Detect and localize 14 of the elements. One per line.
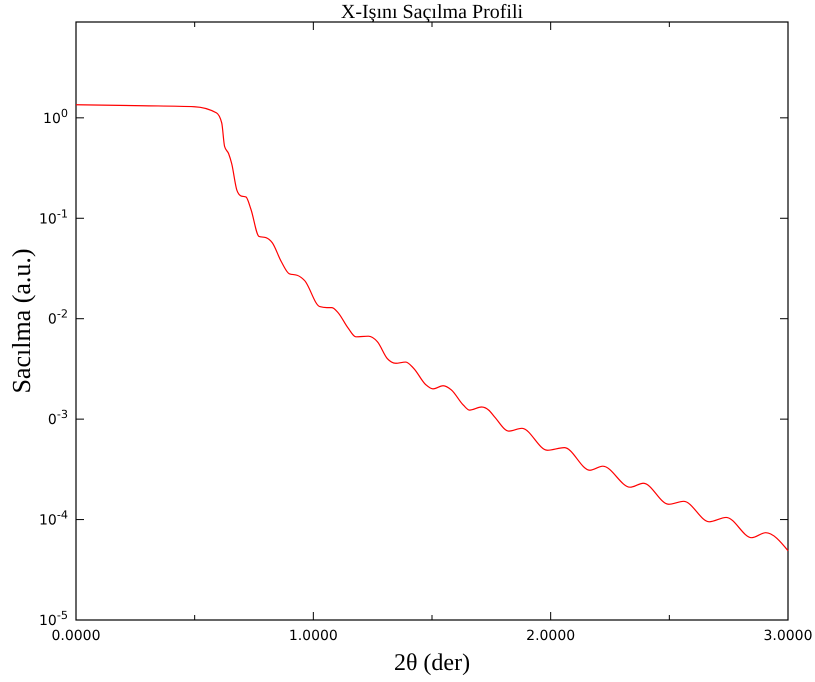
line-series <box>75 104 789 552</box>
x-tick-label: 0.0000 <box>52 628 100 644</box>
x-tick-label: 1.0000 <box>288 628 338 644</box>
y-tick-label: 10$^{0}$ <box>43 106 68 127</box>
x-tick-label: 3.0000 <box>764 628 812 644</box>
chart-title: X-Işını Saçılma Profili <box>340 1 524 23</box>
y-tick-label: 10$^{-1}$ <box>39 206 68 228</box>
y-axis-title: Sacılma (a.u.) <box>7 248 36 394</box>
y-tick-label: 10$^{-5}$ <box>39 608 68 629</box>
y-tick-label: 0$^{-2}$ <box>48 307 68 328</box>
y-tick-label: 0$^{-3}$ <box>48 408 68 428</box>
y-tick-label: 10$^{-4}$ <box>39 508 68 529</box>
x-tick-label: 2.0000 <box>526 628 576 644</box>
x-axis-title: 2θ (der) <box>394 650 470 676</box>
